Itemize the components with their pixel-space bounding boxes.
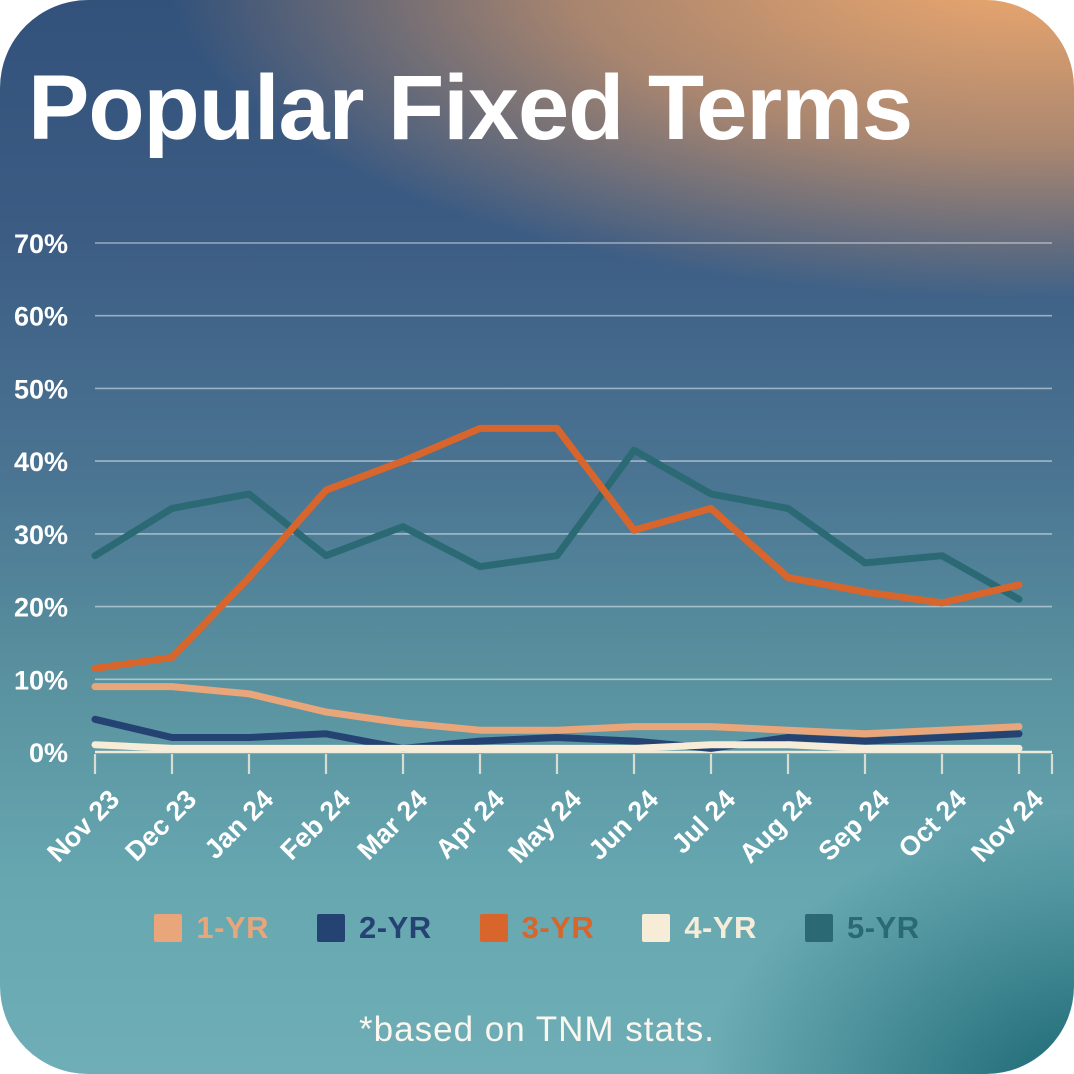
legend-label-1-yr: 1-YR bbox=[196, 910, 270, 945]
legend-swatch-1-yr bbox=[154, 914, 183, 942]
x-axis-label: Jul 24 bbox=[666, 784, 741, 859]
x-axis-label: Oct 24 bbox=[893, 784, 973, 864]
x-axis-label: Apr 24 bbox=[430, 784, 511, 865]
x-axis-label: May 24 bbox=[502, 784, 587, 869]
source-note: *based on TNM stats. bbox=[359, 1010, 715, 1049]
x-axis-label: Feb 24 bbox=[275, 784, 357, 866]
legend-item-3-yr: 3-YR bbox=[479, 910, 595, 946]
y-axis-label: 30% bbox=[14, 520, 68, 550]
legend-swatch-3-yr bbox=[479, 914, 508, 942]
legend-swatch-4-yr bbox=[642, 914, 671, 942]
y-axis-label: 70% bbox=[14, 229, 68, 259]
series-line-5-yr bbox=[91, 446, 1023, 603]
series-line-4-yr bbox=[91, 741, 1023, 752]
legend-label-4-yr: 4-YR bbox=[684, 910, 757, 945]
legend-swatch-5-yr bbox=[804, 914, 833, 942]
legend-item-4-yr: 4-YR bbox=[642, 910, 757, 946]
x-axis-label: Nov 23 bbox=[41, 784, 125, 868]
x-axis-label: Dec 23 bbox=[119, 784, 202, 867]
legend-item-5-yr: 5-YR bbox=[804, 910, 920, 946]
page-title: Popular Fixed Terms bbox=[28, 57, 913, 159]
series-line-3-yr bbox=[91, 424, 1023, 672]
x-axis-label: Mar 24 bbox=[352, 784, 434, 866]
legend-label-5-yr: 5-YR bbox=[846, 910, 920, 945]
legend-item-2-yr: 2-YR bbox=[317, 910, 432, 946]
x-axis-label: Jun 24 bbox=[583, 784, 665, 866]
y-axis-label: 50% bbox=[14, 374, 68, 404]
x-axis-label: Sep 24 bbox=[812, 784, 895, 867]
y-axis-label: 60% bbox=[14, 302, 68, 332]
x-axis-label: Nov 24 bbox=[965, 784, 1049, 868]
chart-legend: 1-YR 2-YR 3-YR 4-YR 5-YR bbox=[0, 902, 1074, 954]
y-axis-label: 10% bbox=[14, 665, 68, 695]
x-axis-label: Aug 24 bbox=[733, 784, 818, 869]
series-line-2-yr bbox=[91, 715, 1023, 752]
y-axis-label: 20% bbox=[14, 593, 68, 623]
legend-item-1-yr: 1-YR bbox=[154, 910, 269, 946]
legend-label-2-yr: 2-YR bbox=[359, 910, 432, 945]
y-axis-label: 0% bbox=[29, 738, 68, 768]
legend-label-3-yr: 3-YR bbox=[521, 910, 595, 945]
y-axis-label: 40% bbox=[14, 447, 68, 477]
legend-swatch-2-yr bbox=[317, 914, 346, 942]
x-axis-label: Jan 24 bbox=[199, 784, 280, 865]
series-line-1-yr bbox=[91, 683, 1023, 738]
